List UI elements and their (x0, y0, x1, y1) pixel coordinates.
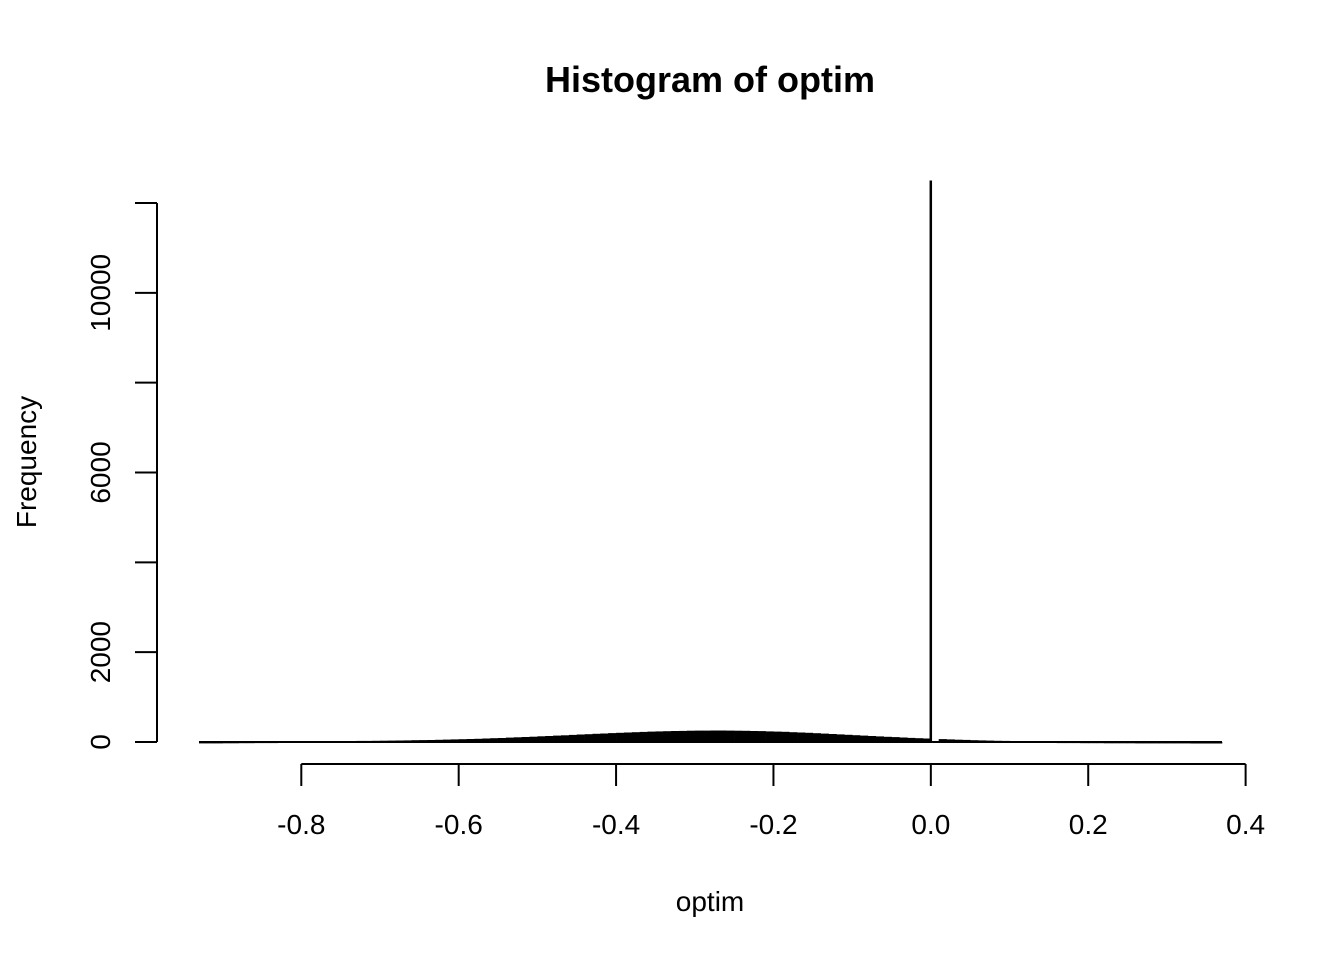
histogram-bar (773, 731, 782, 742)
histogram-bar (962, 739, 971, 742)
histogram-bar (742, 730, 751, 742)
histogram-bar (576, 734, 585, 742)
histogram-bar (789, 732, 798, 742)
histogram-bar (844, 734, 853, 742)
histogram-bar (694, 730, 703, 742)
histogram-bar (553, 735, 562, 742)
histogram-bar (505, 737, 515, 742)
x-tick-label: -0.8 (277, 809, 325, 840)
x-tick-label: 0.2 (1069, 809, 1108, 840)
histogram-bar (537, 736, 546, 742)
histogram-bar (891, 737, 900, 742)
histogram-bar (804, 732, 814, 742)
histogram-bar (600, 733, 609, 742)
histogram-bar (545, 736, 554, 742)
x-tick-label: 0.4 (1226, 809, 1265, 840)
histogram-bar (702, 730, 711, 742)
histogram-bar (474, 738, 483, 742)
histogram-bar (623, 732, 633, 742)
y-tick-label: 2000 (85, 621, 116, 683)
histogram-bar (639, 731, 648, 742)
histogram-bar (513, 737, 522, 742)
histogram-bar (812, 733, 821, 742)
histogram-bar (907, 737, 916, 742)
x-tick-label: -0.2 (749, 809, 797, 840)
histogram-bar (647, 731, 656, 742)
histogram-bar (561, 735, 570, 742)
histogram-bar (765, 731, 774, 742)
histogram-bar (883, 736, 892, 742)
histogram-bar (686, 730, 696, 742)
x-axis-label: optim (676, 886, 744, 917)
chart-title: Histogram of optim (545, 59, 875, 100)
histogram-bar (671, 731, 680, 742)
y-tick-label: 10000 (85, 254, 116, 332)
histogram-bar (946, 739, 955, 742)
x-tick-label: -0.6 (435, 809, 483, 840)
histogram-bar (442, 739, 452, 742)
histogram-bar (757, 731, 766, 742)
histogram-bar (828, 734, 837, 742)
histogram-bar (631, 732, 640, 742)
histogram-bar (529, 736, 538, 742)
histogram-bar (860, 735, 869, 742)
histogram-bars (199, 180, 1223, 744)
histogram-bar (726, 730, 735, 742)
histogram-bar (521, 737, 530, 742)
y-tick-label: 6000 (85, 441, 116, 503)
histogram-bar (482, 738, 491, 742)
histogram-bar (954, 739, 963, 742)
histogram-bar (655, 731, 664, 742)
histogram-bar (820, 733, 829, 742)
histogram-bar (584, 734, 593, 742)
histogram-bar (490, 738, 499, 742)
histogram-bar (608, 733, 617, 742)
x-tick-label: 0.0 (911, 809, 950, 840)
histogram-bar (915, 738, 924, 742)
x-axis: -0.8 -0.6 -0.4 -0.2 0.0 0.2 0.4 (277, 763, 1265, 840)
histogram-bar (923, 738, 932, 742)
histogram-bar (466, 739, 475, 742)
histogram-bar (734, 730, 743, 742)
histogram-bar (435, 739, 444, 742)
histogram-bar (749, 731, 758, 742)
histogram-bar (616, 732, 625, 742)
histogram-bar (781, 731, 790, 742)
histogram-bar (899, 737, 908, 742)
histogram-bar (718, 730, 727, 742)
histogram-bar (568, 734, 578, 742)
histogram-bar (710, 730, 719, 742)
histogram-bar (938, 739, 947, 742)
histogram-bar (458, 739, 467, 742)
histogram-bar (852, 735, 861, 742)
histogram-bar (867, 736, 877, 742)
y-axis-label: Frequency (11, 396, 42, 528)
histogram-bar (679, 730, 688, 742)
histogram-bar (592, 733, 601, 742)
histogram-bar (836, 734, 845, 742)
histogram-bar (797, 732, 806, 742)
y-axis: 0 2000 6000 10000 (85, 202, 158, 750)
histogram-bar (663, 731, 672, 742)
y-tick-label: 0 (85, 734, 116, 750)
histogram-bar (875, 736, 884, 742)
histogram-bar (498, 738, 507, 742)
x-tick-label: -0.4 (592, 809, 640, 840)
histogram-bar (450, 739, 459, 742)
